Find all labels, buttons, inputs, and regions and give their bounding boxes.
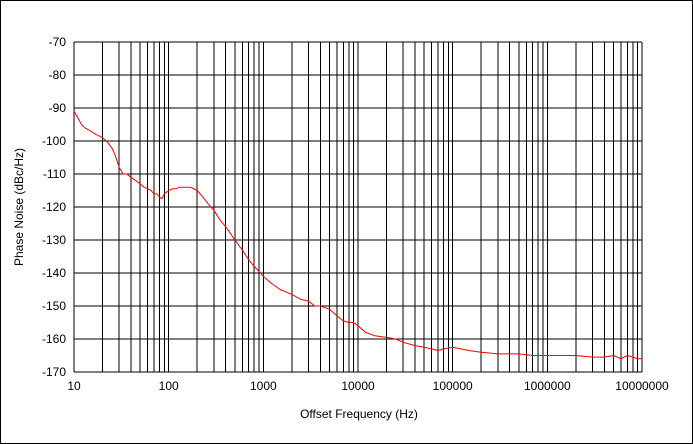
- x-axis-title: Offset Frequency (Hz): [300, 407, 418, 421]
- x-tick-label: 1000000: [524, 379, 571, 393]
- y-tick-label: -140: [42, 266, 66, 280]
- y-tick-labels: -70 -80 -90 -100 -110 -120 -130 -140 -150 -160 -17…: [42, 35, 66, 379]
- x-tick-label: 1000: [250, 379, 277, 393]
- y-axis-title: Phase Noise (dBc/Hz): [12, 148, 26, 266]
- y-tick-label: -130: [42, 233, 66, 247]
- x-tick-label: 10: [67, 379, 81, 393]
- grid-lines: [73, 41, 643, 373]
- y-tick-label: -150: [42, 299, 66, 313]
- y-tick-label: -120: [42, 200, 66, 214]
- y-tick-label: -100: [42, 134, 66, 148]
- y-tick-label: -160: [42, 332, 66, 346]
- x-tick-labels: 10 100 1000 10000 100000 1000000 10000000: [67, 379, 669, 393]
- y-tick-label: -80: [49, 68, 67, 82]
- y-tick-label: -110: [43, 167, 66, 181]
- series-lines: [73, 111, 642, 360]
- x-tick-label: 10000000: [615, 379, 669, 393]
- y-tick-label: -90: [49, 101, 67, 115]
- x-tick-label: 100000: [433, 379, 473, 393]
- y-tick-label: -70: [49, 35, 67, 49]
- x-tick-label: 100: [159, 379, 179, 393]
- phase-noise-series-line: [73, 111, 642, 360]
- y-tick-label: -170: [42, 365, 66, 379]
- x-tick-label: 10000: [341, 379, 375, 393]
